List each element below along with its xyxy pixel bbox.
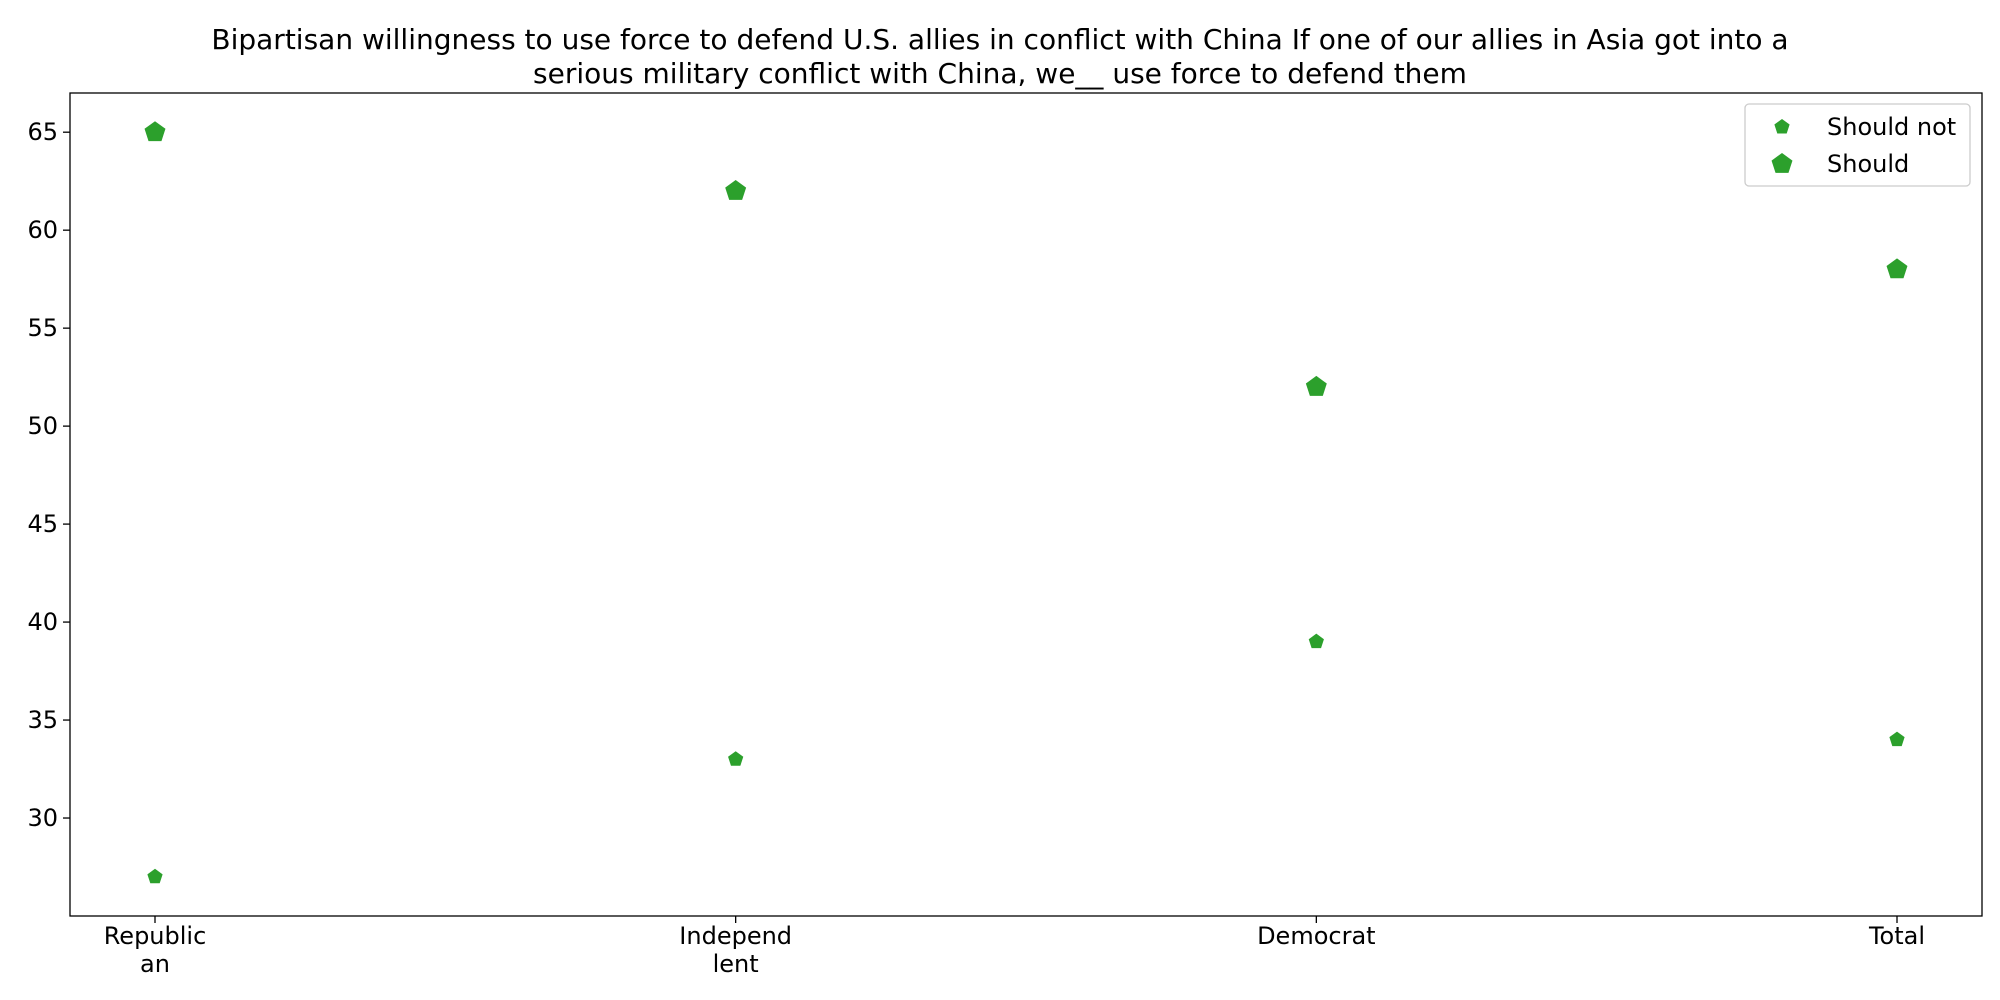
- legend-marker: [1774, 119, 1790, 134]
- data-point-should-not: [147, 868, 163, 884]
- data-points: [144, 121, 1908, 884]
- data-point-should-not: [728, 751, 744, 766]
- legend: Should not Should: [1744, 103, 1971, 187]
- x-tick-label: Democrat: [1257, 922, 1376, 950]
- data-point-should: [725, 179, 747, 200]
- chart-title-line: Bipartisan willingness to use force to d…: [211, 23, 1788, 56]
- x-tick-label: Independ: [679, 922, 792, 950]
- chart-title: Bipartisan willingness to use force to d…: [211, 23, 1788, 90]
- y-tick-label: 60: [27, 216, 58, 244]
- y-tick-label: 40: [27, 608, 58, 636]
- data-point-should: [144, 121, 166, 142]
- legend-box: [1744, 103, 1971, 187]
- y-axis: 30 35 40 45 50 55 60 65: [27, 118, 70, 832]
- y-tick-label: 45: [27, 510, 58, 538]
- y-tick-label: 35: [27, 706, 58, 734]
- data-point-should: [1305, 375, 1327, 396]
- plot-area: [69, 92, 1983, 917]
- x-tick-label: lent: [713, 950, 759, 978]
- chart-title-line: serious military conflict with China, we…: [533, 57, 1467, 90]
- y-tick-label: 55: [27, 314, 58, 342]
- y-tick-label: 30: [27, 804, 58, 832]
- x-tick-label: Republic: [104, 922, 207, 950]
- data-point-should-not: [1889, 731, 1905, 747]
- data-point-should: [1886, 258, 1908, 279]
- x-tick-label: Total: [1868, 922, 1925, 950]
- y-tick-label: 50: [27, 412, 58, 440]
- x-tick-label: an: [140, 950, 170, 978]
- data-point-should-not: [1308, 633, 1324, 649]
- y-tick-label: 65: [27, 118, 58, 146]
- legend-label: Should: [1827, 150, 1909, 178]
- legend-marker: [1771, 153, 1793, 173]
- legend-label: Should not: [1827, 113, 1956, 141]
